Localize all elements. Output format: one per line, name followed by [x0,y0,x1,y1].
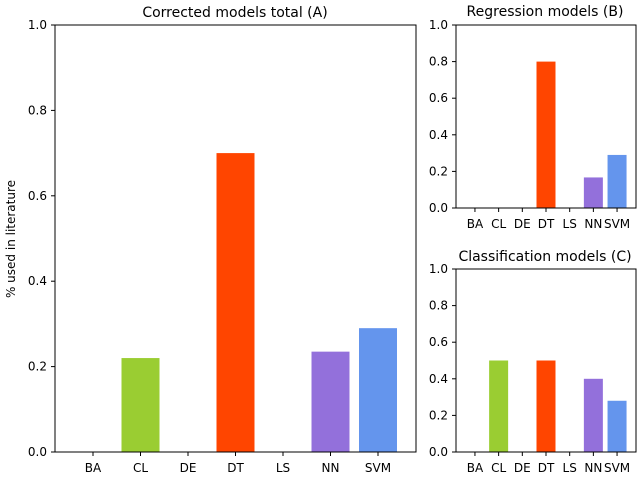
y-tick-label-a: 0.2 [28,360,47,374]
bar-a-svm [359,328,397,452]
y-tick-label-c: 0.4 [429,372,448,386]
y-tick-label-c: 0.6 [429,335,448,349]
chart-title-c: Classification models (C) [458,249,631,265]
y-tick-label-b: 0.0 [429,201,448,215]
x-tick-label-c-ba: BA [467,461,484,475]
bar-a-dt [216,153,255,452]
bar-b-svm [607,154,627,208]
y-tick-label-b: 0.8 [429,55,448,69]
y-tick-label-c: 0.2 [429,408,448,422]
chart-panel-b: Regression models (B) 0.0 0.2 0.4 0.6 0.8 1.0… [429,4,637,231]
x-tick-label-b-dt: DT [538,217,555,231]
x-tick-label-a-de: DE [180,461,197,475]
bar-c-dt [536,360,556,452]
bar-a-cl [121,358,160,452]
y-tick-label-a: 1.0 [28,18,47,32]
x-tick-label-c-de: DE [514,461,531,475]
y-tick-label-a: 0.6 [28,189,47,203]
x-tick-label-b-ba: BA [467,217,484,231]
y-tick-label-b: 1.0 [429,18,448,32]
y-tick-label-a: 0.4 [28,274,47,288]
x-tick-label-c-ls: LS [563,461,577,475]
y-axis-label-a: % used in literature [4,180,18,298]
y-tick-label-c: 0.0 [429,445,448,459]
y-tick-label-b: 0.6 [429,91,448,105]
x-tick-label-a-ls: LS [276,461,290,475]
x-tick-label-b-nn: NN [584,217,602,231]
chart-panel-a: Corrected models total (A) % used in lit… [4,5,417,475]
y-tick-label-c: 1.0 [429,262,448,276]
y-tick-label-c: 0.8 [429,299,448,313]
x-tick-label-c-cl: CL [491,461,506,475]
x-tick-label-a-nn: NN [322,461,340,475]
x-tick-label-b-cl: CL [491,217,506,231]
x-tick-label-c-svm: SVM [604,461,630,475]
y-tick-label-b: 0.2 [429,164,448,178]
y-tick-label-a: 0.8 [28,103,47,117]
x-tick-label-c-nn: NN [584,461,602,475]
y-tick-label-b: 0.4 [429,128,448,142]
chart-title-a: Corrected models total (A) [142,5,327,21]
bar-a-nn [311,351,350,452]
chart-title-b: Regression models (B) [467,4,624,20]
x-tick-label-c-dt: DT [538,461,555,475]
bar-c-nn [583,378,603,452]
y-tick-label-a: 0.0 [28,445,47,459]
x-tick-label-a-svm: SVM [365,461,391,475]
x-tick-label-b-de: DE [514,217,531,231]
bar-c-svm [607,400,627,452]
x-tick-label-a-ba: BA [85,461,102,475]
x-tick-label-a-dt: DT [227,461,244,475]
x-tick-label-b-ls: LS [563,217,577,231]
chart-panel-c: Classification models (C) 0.0 0.2 0.4 0.6 0.… [429,249,637,475]
bar-c-cl [489,360,509,452]
x-tick-label-b-svm: SVM [604,217,630,231]
bar-b-nn [583,177,603,208]
bar-b-dt [536,61,556,208]
x-tick-label-a-cl: CL [133,461,148,475]
